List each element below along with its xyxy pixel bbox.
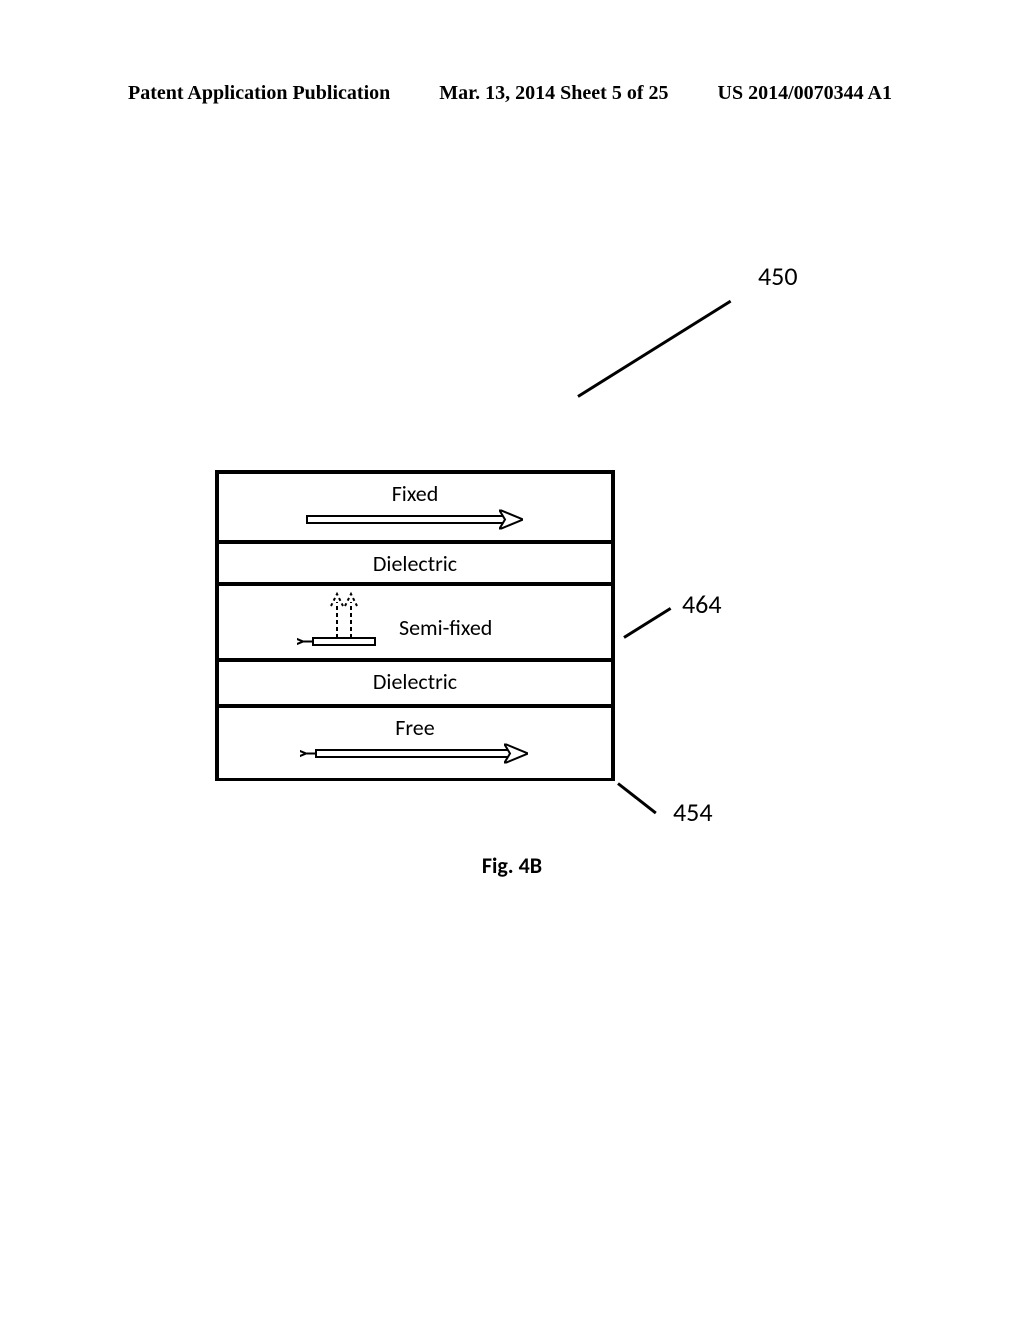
header-center: Mar. 13, 2014 Sheet 5 of 25: [439, 82, 668, 105]
callout-label: 454: [673, 796, 713, 828]
layer-label: Free: [395, 714, 434, 741]
layer-label: Dielectric: [373, 668, 457, 695]
layer-dielectric-2: Dielectric: [219, 662, 611, 708]
layer-label: Fixed: [392, 480, 439, 507]
callout-line: [577, 300, 731, 398]
callout-line: [617, 782, 657, 814]
page-header: Patent Application Publication Mar. 13, …: [0, 82, 1024, 105]
header-right: US 2014/0070344 A1: [718, 82, 892, 105]
layer-dielectric-1: Dielectric: [219, 544, 611, 586]
callout-label: 464: [682, 588, 722, 620]
callout-line: [623, 607, 671, 639]
callout-450: 450: [578, 370, 808, 470]
layer-semi-fixed: Semi-fixed: [219, 586, 611, 662]
layer-label: Semi-fixed: [399, 614, 492, 641]
arrow-right-icon: [305, 507, 525, 533]
figure-caption: Fig. 4B: [0, 852, 1024, 879]
header-left: Patent Application Publication: [128, 82, 390, 105]
layer-fixed: Fixed: [219, 474, 611, 544]
arrow-double-icon: [300, 741, 530, 767]
figure-4b: 450 Fixed Dielectric: [0, 370, 1024, 870]
layer-stack: Fixed Dielectric: [215, 470, 615, 781]
layer-free: Free: [219, 708, 611, 778]
callout-label: 450: [758, 260, 798, 292]
layer-stack-wrap: Fixed Dielectric: [215, 470, 615, 781]
layer-label: Dielectric: [373, 550, 457, 577]
